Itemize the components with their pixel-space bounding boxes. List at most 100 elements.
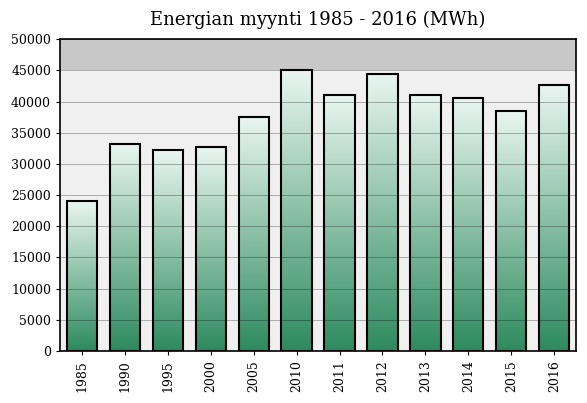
- Bar: [153, 319, 183, 320]
- Bar: [410, 283, 440, 285]
- Bar: [410, 323, 440, 324]
- Bar: [497, 160, 527, 161]
- Bar: [153, 200, 183, 202]
- Bar: [282, 155, 312, 156]
- Bar: [539, 314, 569, 315]
- Bar: [410, 228, 440, 230]
- Bar: [497, 151, 527, 152]
- Bar: [153, 229, 183, 230]
- Bar: [153, 273, 183, 274]
- Bar: [453, 217, 484, 218]
- Bar: [497, 236, 527, 237]
- Bar: [539, 142, 569, 143]
- Bar: [453, 295, 484, 297]
- Bar: [153, 161, 183, 162]
- Bar: [410, 108, 440, 110]
- Bar: [453, 110, 484, 111]
- Bar: [110, 260, 140, 261]
- Bar: [367, 178, 397, 179]
- Bar: [282, 239, 312, 240]
- Bar: [238, 137, 269, 138]
- Bar: [282, 184, 312, 185]
- Bar: [66, 252, 97, 253]
- Bar: [282, 267, 312, 268]
- Bar: [325, 107, 355, 108]
- Bar: [110, 184, 140, 185]
- Bar: [453, 246, 484, 247]
- Bar: [238, 128, 269, 129]
- Bar: [367, 111, 397, 112]
- Bar: [282, 298, 312, 299]
- Bar: [539, 185, 569, 186]
- Bar: [325, 104, 355, 106]
- Bar: [367, 349, 397, 351]
- Bar: [367, 107, 397, 108]
- Bar: [238, 211, 269, 212]
- Bar: [367, 173, 397, 175]
- Bar: [110, 193, 140, 194]
- Bar: [497, 221, 527, 222]
- Bar: [195, 166, 225, 168]
- Bar: [367, 308, 397, 310]
- Bar: [282, 272, 312, 274]
- Bar: [497, 314, 527, 315]
- Bar: [497, 188, 527, 189]
- Bar: [410, 126, 440, 127]
- Bar: [110, 178, 140, 179]
- Bar: [325, 110, 355, 111]
- Bar: [66, 325, 97, 326]
- Bar: [195, 249, 225, 250]
- Bar: [110, 245, 140, 247]
- Bar: [282, 328, 312, 330]
- Bar: [238, 324, 269, 325]
- Bar: [410, 236, 440, 237]
- Bar: [66, 206, 97, 207]
- Bar: [410, 223, 440, 224]
- Bar: [497, 264, 527, 265]
- Bar: [497, 343, 527, 344]
- Bar: [453, 172, 484, 173]
- Bar: [497, 218, 527, 219]
- Bar: [110, 241, 140, 242]
- Bar: [153, 266, 183, 267]
- Bar: [497, 272, 527, 273]
- Bar: [153, 320, 183, 321]
- Bar: [539, 251, 569, 253]
- Bar: [238, 212, 269, 213]
- Bar: [110, 160, 140, 162]
- Bar: [66, 318, 97, 319]
- Bar: [195, 222, 225, 224]
- Bar: [539, 342, 569, 343]
- Bar: [153, 152, 183, 153]
- Bar: [66, 281, 97, 282]
- Bar: [325, 314, 355, 315]
- Bar: [539, 87, 569, 89]
- Bar: [153, 308, 183, 309]
- Bar: [367, 326, 397, 327]
- Bar: [453, 258, 484, 259]
- Bar: [367, 181, 397, 182]
- Bar: [238, 180, 269, 181]
- Bar: [195, 188, 225, 189]
- Bar: [539, 138, 569, 139]
- Bar: [453, 148, 484, 149]
- Bar: [539, 130, 569, 131]
- Bar: [238, 309, 269, 310]
- Bar: [238, 158, 269, 159]
- Bar: [195, 345, 225, 346]
- Bar: [325, 324, 355, 326]
- Bar: [66, 341, 97, 342]
- Bar: [153, 258, 183, 259]
- Bar: [325, 297, 355, 299]
- Bar: [153, 329, 183, 330]
- Bar: [153, 324, 183, 325]
- Bar: [282, 218, 312, 219]
- Bar: [238, 308, 269, 309]
- Bar: [497, 309, 527, 310]
- Bar: [110, 201, 140, 202]
- Bar: [282, 209, 312, 211]
- Bar: [367, 282, 397, 283]
- Bar: [110, 226, 140, 227]
- Bar: [410, 341, 440, 342]
- Bar: [153, 160, 183, 161]
